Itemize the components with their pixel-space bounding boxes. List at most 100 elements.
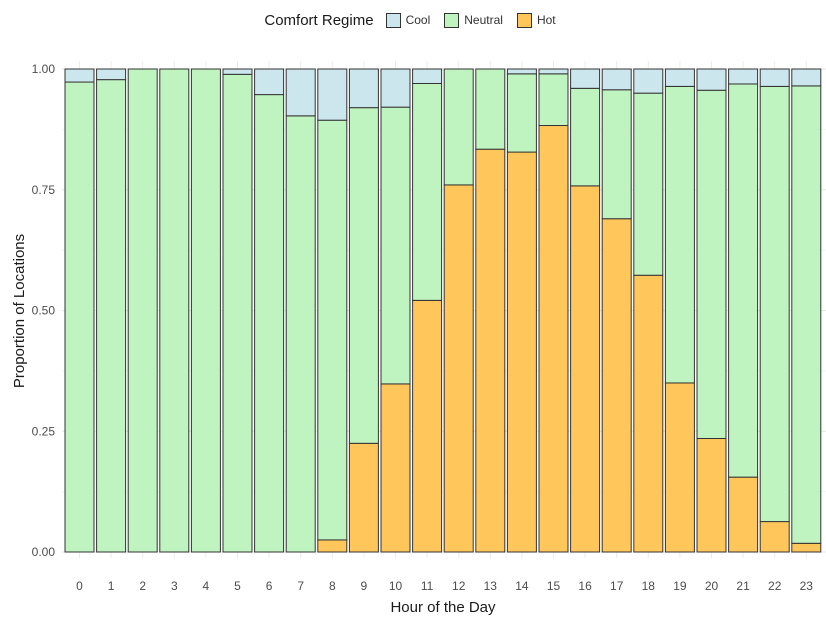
x-tick-label: 21 bbox=[736, 579, 750, 593]
y-tick-label: 0.50 bbox=[32, 304, 56, 318]
bar-segment-cool-20 bbox=[696, 68, 727, 91]
bar-segment-hot-16 bbox=[570, 185, 601, 553]
bar-segment-neutral-2 bbox=[127, 68, 158, 553]
bar-segment-neutral-3 bbox=[159, 68, 190, 553]
x-tick-label: 5 bbox=[234, 579, 241, 593]
legend-swatch-cool bbox=[385, 12, 401, 28]
bar-segment-cool-10 bbox=[380, 68, 411, 108]
bar-segment-hot-17 bbox=[601, 218, 632, 553]
bar-segment-cool-23 bbox=[791, 68, 822, 87]
x-tick-label: 19 bbox=[673, 579, 687, 593]
legend-item-cool: Cool bbox=[385, 12, 431, 28]
bar-segment-hot-10 bbox=[380, 383, 411, 553]
bar-segment-neutral-15 bbox=[538, 73, 569, 127]
legend-swatch-hot bbox=[516, 12, 532, 28]
bar-segment-neutral-8 bbox=[317, 119, 348, 541]
bar-segment-hot-8 bbox=[317, 539, 348, 553]
bar-segment-hot-23 bbox=[791, 542, 822, 553]
x-tick-label: 2 bbox=[139, 579, 146, 593]
y-tick-label: 0.00 bbox=[32, 545, 56, 559]
bar-segment-cool-18 bbox=[633, 68, 664, 94]
legend-label-hot: Hot bbox=[536, 13, 556, 27]
bar-segment-neutral-14 bbox=[506, 73, 537, 153]
bar-segment-neutral-4 bbox=[190, 68, 221, 553]
bar-segment-cool-14 bbox=[506, 68, 537, 75]
x-tick-label: 16 bbox=[578, 579, 592, 593]
x-tick-label: 14 bbox=[515, 579, 529, 593]
bar-segment-neutral-5 bbox=[222, 73, 253, 553]
bar-segment-neutral-7 bbox=[285, 115, 316, 553]
legend-label-cool: Cool bbox=[405, 13, 431, 27]
x-tick-label: 7 bbox=[297, 579, 304, 593]
legend-swatch-neutral bbox=[444, 12, 460, 28]
legend-title: Comfort Regime bbox=[264, 11, 374, 29]
bar-segment-neutral-11 bbox=[412, 82, 443, 301]
bar-segment-hot-15 bbox=[538, 125, 569, 553]
x-tick-label: 11 bbox=[421, 579, 434, 593]
bar-segment-cool-11 bbox=[412, 68, 443, 84]
bar-segment-neutral-19 bbox=[664, 85, 695, 384]
bar-segment-neutral-13 bbox=[475, 68, 506, 150]
bar-segment-cool-16 bbox=[570, 68, 601, 89]
x-tick-label: 23 bbox=[800, 579, 814, 593]
x-tick-label: 12 bbox=[452, 579, 466, 593]
bar-segment-hot-18 bbox=[633, 274, 664, 553]
y-tick-label: 0.25 bbox=[32, 424, 56, 438]
bar-segment-hot-14 bbox=[506, 151, 537, 553]
bar-segment-neutral-12 bbox=[443, 68, 474, 186]
bar-segment-cool-7 bbox=[285, 68, 316, 117]
bar-segment-neutral-23 bbox=[791, 85, 822, 544]
bar-segment-cool-15 bbox=[538, 68, 569, 75]
bar-segment-neutral-0 bbox=[64, 81, 95, 553]
bar-segment-neutral-21 bbox=[728, 83, 759, 478]
x-tick-label: 8 bbox=[329, 579, 336, 593]
x-tick-label: 15 bbox=[547, 579, 561, 593]
bar-segment-neutral-10 bbox=[380, 106, 411, 385]
bar-segment-hot-19 bbox=[664, 382, 695, 553]
x-tick-label: 3 bbox=[171, 579, 178, 593]
x-tick-label: 6 bbox=[266, 579, 273, 593]
bar-segment-hot-9 bbox=[348, 442, 379, 553]
legend-item-hot: Hot bbox=[516, 12, 556, 28]
y-tick-label: 1.00 bbox=[32, 62, 56, 76]
bar-segment-cool-17 bbox=[601, 68, 632, 91]
bar-segment-hot-22 bbox=[759, 521, 790, 553]
bar-segment-hot-13 bbox=[475, 148, 506, 553]
x-tick-label: 10 bbox=[389, 579, 403, 593]
bar-segment-neutral-6 bbox=[254, 94, 285, 553]
legend-label-neutral: Neutral bbox=[464, 13, 503, 27]
bar-segment-hot-11 bbox=[412, 299, 443, 553]
x-tick-label: 0 bbox=[76, 579, 83, 593]
x-axis-label: Hour of the Day bbox=[390, 599, 496, 616]
bar-segment-neutral-16 bbox=[570, 87, 601, 187]
bar-segment-cool-19 bbox=[664, 68, 695, 87]
bar-segment-neutral-9 bbox=[348, 107, 379, 444]
bar-segment-hot-21 bbox=[728, 476, 759, 553]
bar-segment-hot-20 bbox=[696, 437, 727, 553]
bar-segment-neutral-1 bbox=[96, 79, 127, 553]
bar-segment-neutral-17 bbox=[601, 89, 632, 220]
legend-item-neutral: Neutral bbox=[444, 12, 503, 28]
legend: Comfort Regime Cool Neutral Hot bbox=[0, 8, 826, 32]
bar-segment-neutral-20 bbox=[696, 89, 727, 439]
x-tick-label: 17 bbox=[610, 579, 624, 593]
y-axis-label: Proportion of Locations bbox=[11, 234, 28, 388]
bar-segment-neutral-22 bbox=[759, 85, 790, 523]
x-tick-label: 22 bbox=[768, 579, 782, 593]
x-tick-label: 1 bbox=[108, 579, 115, 593]
axes: 0.000.250.500.751.000 1 2 3 4 5 6 7 8 9 10 11 12 13 14… bbox=[32, 62, 814, 593]
y-tick-label: 0.75 bbox=[32, 183, 56, 197]
x-tick-label: 18 bbox=[642, 579, 656, 593]
bar-segment-cool-8 bbox=[317, 68, 348, 121]
x-tick-label: 9 bbox=[361, 579, 368, 593]
bar-segment-cool-21 bbox=[728, 68, 759, 85]
bar-segment-hot-12 bbox=[443, 184, 474, 553]
bar-segment-cool-5 bbox=[222, 68, 253, 75]
x-tick-label: 20 bbox=[705, 579, 719, 593]
bar-segment-neutral-18 bbox=[633, 92, 664, 276]
x-tick-label: 4 bbox=[203, 579, 210, 593]
bar-segment-cool-0 bbox=[64, 68, 95, 83]
bar-segment-cool-1 bbox=[96, 68, 127, 81]
x-tick-label: 13 bbox=[484, 579, 498, 593]
